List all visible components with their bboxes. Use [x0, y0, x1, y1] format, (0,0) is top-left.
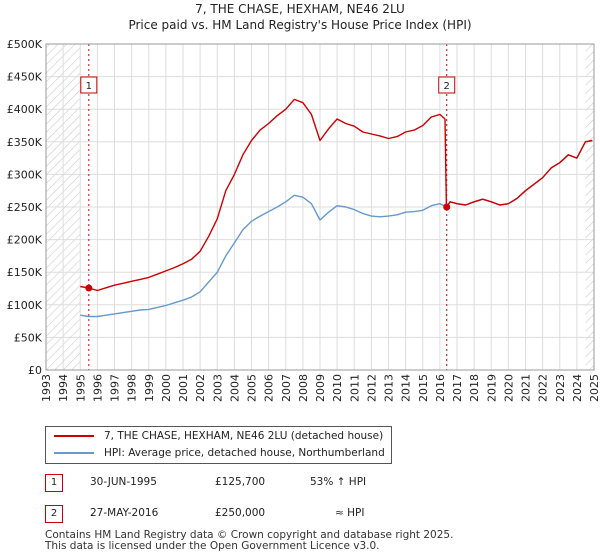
x-tick-label: 1997	[109, 374, 122, 402]
transaction-date: 30-JUN-1995	[90, 476, 157, 488]
legend-item-hpi: HPI: Average price, detached house, Nort…	[54, 445, 385, 461]
x-tick-label: 2002	[194, 374, 207, 402]
sale-point	[443, 203, 451, 211]
chart-subtitle: Price paid vs. HM Land Registry's House …	[128, 18, 472, 32]
x-tick-label: 2014	[400, 374, 413, 402]
transaction-price: £250,000	[215, 507, 266, 519]
sale-marker-label: 2	[444, 81, 450, 92]
y-tick-label: £100K	[7, 299, 43, 312]
x-tick-label: 2017	[451, 374, 464, 402]
x-tick-label: 2021	[520, 374, 533, 402]
legend-item-property: 7, THE CHASE, HEXHAM, NE46 2LU (detached…	[54, 428, 383, 444]
footer: Contains HM Land Registry data © Crown c…	[45, 530, 453, 552]
sale-point	[85, 284, 93, 292]
x-tick-label: 1995	[74, 374, 87, 402]
x-tick-label: 2015	[417, 374, 430, 402]
x-tick-label: 2007	[280, 374, 293, 402]
x-tick-label: 1998	[126, 374, 139, 402]
y-tick-label: £350K	[7, 136, 43, 149]
x-tick-label: 2022	[537, 374, 550, 402]
property-price-line	[80, 98, 593, 292]
x-tick-label: 1994	[57, 374, 70, 402]
x-tick-label: 2016	[434, 374, 447, 402]
transaction-price: £125,700	[215, 476, 266, 488]
y-tick-label: £450K	[7, 71, 43, 84]
transaction-hpi-note: ≈ HPI	[335, 507, 365, 519]
x-tick-label: 1993	[40, 374, 53, 402]
x-tick-label: 2019	[485, 374, 498, 402]
y-tick-label: £50K	[14, 331, 43, 344]
footer-copyright: Contains HM Land Registry data © Crown c…	[45, 529, 454, 541]
transaction-date: 27-MAY-2016	[90, 507, 159, 519]
footer-licence: This data is licensed under the Open Gov…	[45, 540, 380, 552]
y-tick-label: £250K	[7, 201, 43, 214]
x-tick-label: 2018	[468, 374, 481, 402]
x-tick-label: 2013	[383, 374, 396, 402]
legend-swatch-hpi	[54, 452, 94, 454]
transaction-badge: 1	[45, 474, 63, 492]
x-tick-label: 2023	[554, 374, 567, 402]
y-tick-label: £500K	[7, 38, 43, 51]
y-tick-label: £300K	[7, 168, 43, 181]
y-tick-label: £150K	[7, 266, 43, 279]
x-tick-label: 1999	[143, 374, 156, 402]
x-tick-label: 2024	[571, 374, 584, 402]
x-tick-label: 2011	[348, 374, 361, 402]
price-chart: £0 £50K £100K £150K £200K £250K £300K £350K £400…	[7, 38, 600, 402]
y-tick-label: £400K	[7, 103, 43, 116]
sale-marker-box	[438, 76, 456, 94]
plot-border	[45, 43, 595, 371]
x-tick-label: 2006	[263, 374, 276, 402]
x-tick-label: 2004	[228, 374, 241, 402]
sale-marker-label: 1	[86, 81, 92, 92]
x-tick-label: 2010	[331, 374, 344, 402]
legend-label-hpi: HPI: Average price, detached house, Nort…	[104, 447, 385, 459]
x-tick-label: 1996	[91, 374, 104, 402]
transaction-badge: 2	[45, 505, 63, 523]
x-tick-label: 2001	[177, 374, 190, 402]
y-tick-label: £0	[28, 364, 42, 377]
x-tick-label: 2025	[588, 374, 600, 402]
chart-title: 7, THE CHASE, HEXHAM, NE46 2LU	[195, 2, 405, 16]
x-tick-label: 2003	[211, 374, 224, 402]
chart-legend: 7, THE CHASE, HEXHAM, NE46 2LU (detached…	[45, 426, 392, 464]
legend-label-property: 7, THE CHASE, HEXHAM, NE46 2LU (detached…	[104, 430, 384, 442]
x-tick-label: 2012	[365, 374, 378, 402]
x-tick-label: 2009	[314, 374, 327, 402]
x-tick-label: 2005	[246, 374, 259, 402]
x-tick-label: 2008	[297, 374, 310, 402]
y-tick-label: £200K	[7, 234, 43, 247]
legend-swatch-property	[54, 435, 94, 437]
x-tick-label: 2020	[502, 374, 515, 402]
x-tick-label: 2000	[160, 374, 173, 402]
sale-marker-box	[80, 76, 98, 94]
transaction-hpi-note: 53% ↑ HPI	[310, 476, 367, 488]
